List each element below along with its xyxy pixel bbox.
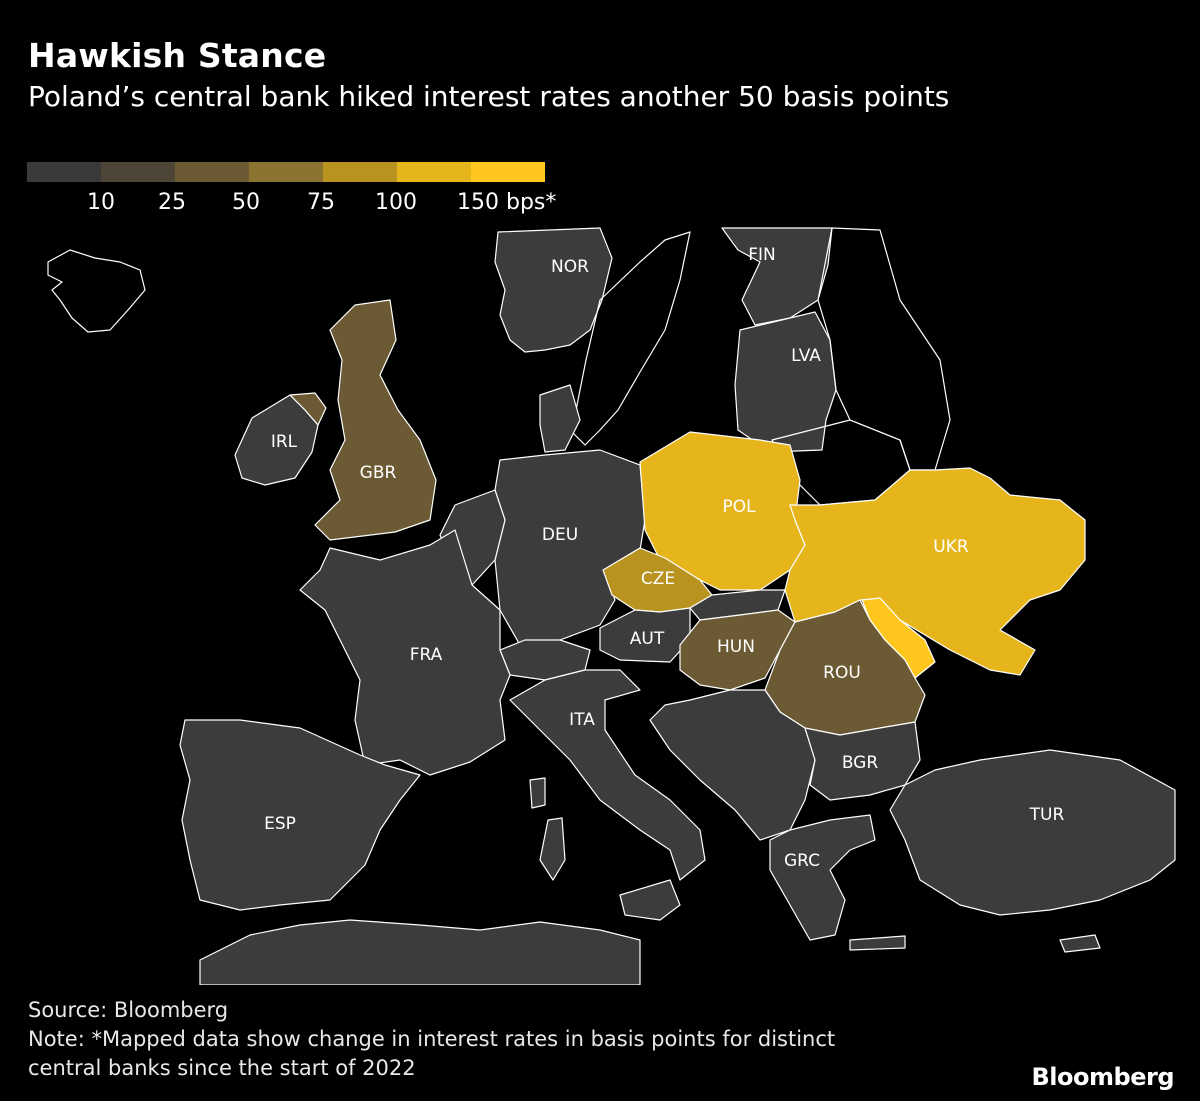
country-shape-TUR	[889, 749, 1176, 916]
europe-map: NOR FIN LVA IRL GBR POL UKR DEU CZE FRA …	[0, 225, 1200, 985]
country-shape-ESP	[179, 719, 421, 911]
country-label-NOR: NOR	[551, 257, 589, 277]
country-label-CZE: CZE	[641, 569, 675, 589]
country-label-LVA: LVA	[791, 346, 821, 366]
country-label-HUN: HUN	[717, 637, 755, 657]
country-label-GRC: GRC	[784, 851, 820, 871]
country-label-AUT: AUT	[630, 629, 665, 649]
legend-swatch-5	[397, 162, 471, 182]
country-label-DEU: DEU	[542, 525, 578, 545]
legend-label-100: 100	[375, 190, 417, 215]
legend-swatch-2	[175, 162, 249, 182]
country-label-TUR: TUR	[1029, 805, 1065, 825]
cyprus-shape	[1059, 934, 1101, 953]
legend-labels: 10 25 50 75 100 150 bps*	[27, 190, 587, 220]
chart-footer: Source: Bloomberg Note: *Mapped data sho…	[28, 996, 835, 1083]
russia-shape	[817, 227, 951, 471]
chart-title: Hawkish Stance	[28, 36, 327, 75]
country-label-BGR: BGR	[842, 753, 879, 773]
note-text-line2: central banks since the start of 2022	[28, 1056, 416, 1080]
country-label-GBR: GBR	[360, 463, 397, 483]
country-shape-GBR	[314, 299, 437, 541]
legend-label-25: 25	[158, 190, 186, 215]
country-label-FIN: FIN	[748, 245, 776, 265]
country-shape-FRA	[299, 529, 511, 776]
sweden-shape	[571, 231, 691, 446]
legend-swatch-1	[101, 162, 175, 182]
northern-ireland-shape	[289, 392, 327, 426]
bloomberg-logo: Bloomberg	[1031, 1063, 1175, 1091]
country-shape-GRC	[769, 814, 876, 941]
legend-label-75: 75	[307, 190, 335, 215]
country-label-ITA: ITA	[569, 710, 595, 730]
country-shape-DEU	[494, 449, 646, 646]
country-label-FRA: FRA	[410, 645, 443, 665]
legend-swatch-3	[249, 162, 323, 182]
baltic-shape	[734, 311, 837, 453]
country-shape-UKR	[784, 467, 1086, 676]
iceland-shape	[47, 249, 146, 333]
country-label-ESP: ESP	[264, 814, 296, 834]
country-shape-FIN	[721, 227, 833, 326]
legend-swatch-6	[471, 162, 545, 182]
country-label-ROU: ROU	[823, 663, 861, 683]
country-shape-NOR	[494, 227, 613, 353]
country-label-IRL: IRL	[271, 432, 298, 452]
legend-label-150: 150 bps*	[457, 190, 557, 215]
denmark-shape	[539, 384, 581, 453]
country-label-POL: POL	[722, 497, 756, 517]
legend-label-10: 10	[87, 190, 115, 215]
sicily-shape	[619, 879, 681, 921]
legend-label-50: 50	[232, 190, 260, 215]
legend-swatch-0	[27, 162, 101, 182]
sardinia-shape	[539, 817, 566, 881]
corsica-shape	[529, 777, 546, 809]
chart-subtitle: Poland’s central bank hiked interest rat…	[28, 80, 950, 113]
source-text: Source: Bloomberg	[28, 998, 229, 1022]
country-label-UKR: UKR	[933, 537, 969, 557]
switzerland-shape	[499, 639, 591, 681]
crete-shape	[849, 935, 906, 951]
note-text-line1: Note: *Mapped data show change in intere…	[28, 1027, 836, 1051]
color-legend	[27, 162, 545, 182]
country-shape-ITA	[509, 669, 706, 881]
north-africa-shape	[199, 919, 641, 985]
legend-swatch-4	[323, 162, 397, 182]
